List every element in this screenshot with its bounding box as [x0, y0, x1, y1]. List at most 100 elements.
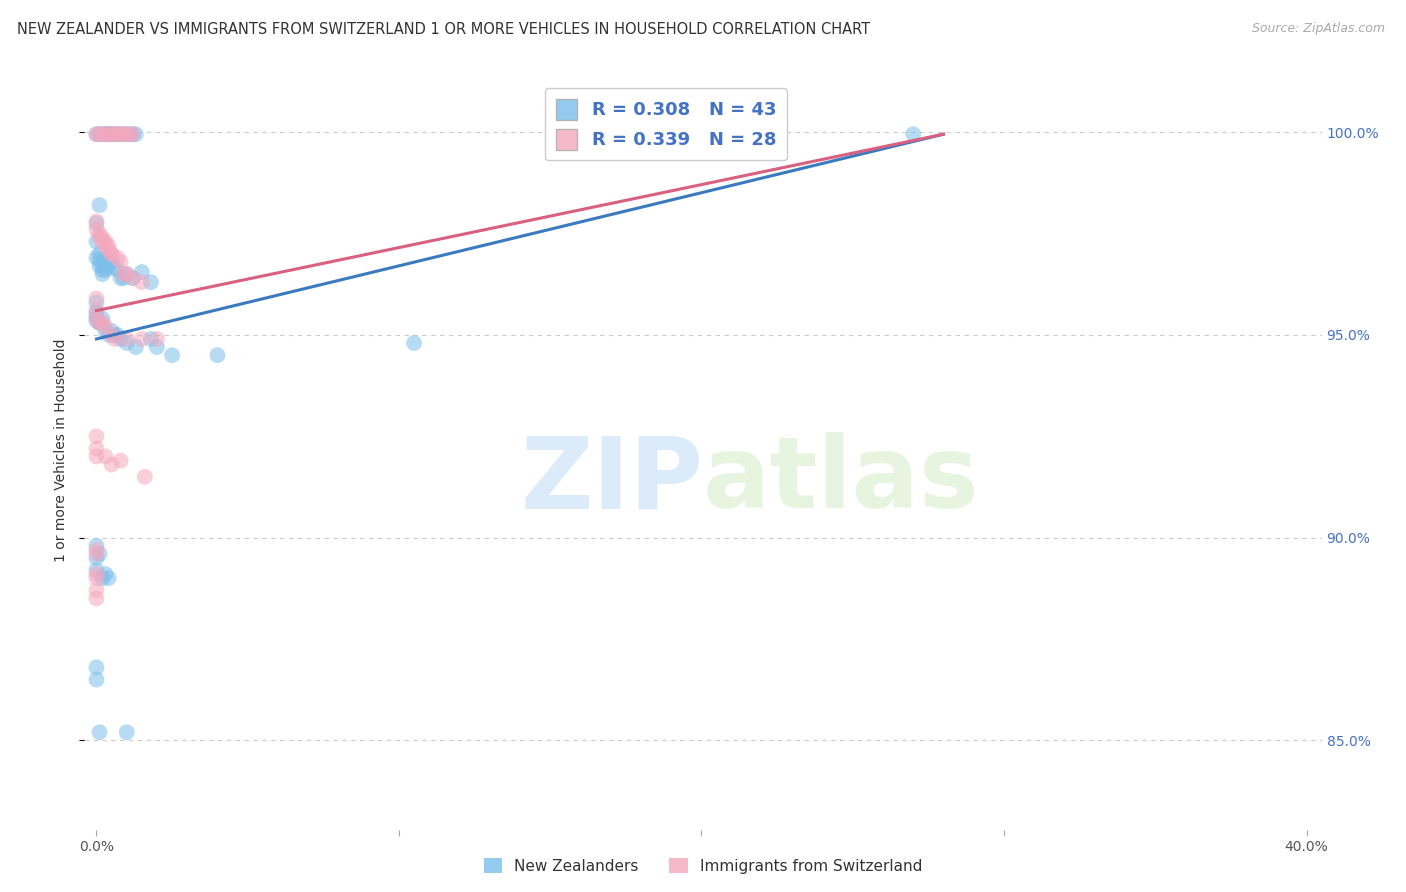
- Point: [86, 292, 108, 306]
- Point: [94, 255, 117, 269]
- Point: [146, 340, 169, 354]
- Point: [125, 127, 148, 141]
- Point: [115, 267, 138, 281]
- Text: atlas: atlas: [703, 433, 980, 529]
- Point: [86, 295, 108, 310]
- Point: [97, 259, 120, 273]
- Point: [94, 567, 117, 582]
- Point: [104, 127, 127, 141]
- Y-axis label: 1 or more Vehicles in Household: 1 or more Vehicles in Household: [55, 339, 69, 562]
- Point: [86, 660, 108, 674]
- Point: [614, 127, 637, 141]
- Text: ZIP: ZIP: [520, 433, 703, 529]
- Point: [110, 127, 132, 141]
- Point: [91, 316, 114, 330]
- Point: [91, 255, 114, 269]
- Point: [86, 583, 108, 598]
- Point: [207, 348, 229, 362]
- Point: [89, 227, 111, 241]
- Point: [104, 260, 127, 275]
- Point: [97, 127, 120, 141]
- Point: [107, 327, 129, 342]
- Point: [91, 235, 114, 249]
- Point: [107, 127, 129, 141]
- Point: [146, 332, 169, 346]
- Point: [86, 235, 108, 249]
- Point: [89, 725, 111, 739]
- Point: [89, 316, 111, 330]
- Point: [404, 336, 426, 351]
- Point: [86, 214, 108, 228]
- Point: [100, 127, 122, 141]
- Legend: R = 0.308   N = 43, R = 0.339   N = 28: R = 0.308 N = 43, R = 0.339 N = 28: [544, 88, 787, 161]
- Point: [110, 453, 132, 467]
- Point: [89, 316, 111, 330]
- Point: [134, 470, 156, 484]
- Point: [94, 450, 117, 464]
- Point: [86, 127, 108, 141]
- Point: [115, 332, 138, 346]
- Point: [131, 265, 153, 279]
- Point: [100, 324, 122, 338]
- Point: [94, 324, 117, 338]
- Point: [86, 305, 108, 319]
- Point: [91, 267, 114, 281]
- Point: [94, 235, 117, 249]
- Point: [100, 327, 122, 342]
- Point: [118, 127, 141, 141]
- Point: [94, 127, 117, 141]
- Point: [91, 230, 114, 244]
- Legend: New Zealanders, Immigrants from Switzerland: New Zealanders, Immigrants from Switzerl…: [478, 852, 928, 880]
- Point: [112, 267, 135, 281]
- Point: [94, 127, 117, 141]
- Point: [86, 673, 108, 687]
- Point: [86, 547, 108, 561]
- Point: [89, 316, 111, 330]
- Point: [107, 263, 129, 277]
- Point: [89, 252, 111, 267]
- Point: [139, 275, 162, 289]
- Point: [89, 259, 111, 273]
- Point: [94, 238, 117, 252]
- Point: [86, 571, 108, 585]
- Point: [115, 336, 138, 351]
- Point: [86, 542, 108, 557]
- Point: [110, 127, 132, 141]
- Point: [100, 247, 122, 261]
- Point: [91, 263, 114, 277]
- Point: [121, 127, 143, 141]
- Point: [97, 571, 120, 585]
- Point: [86, 429, 108, 443]
- Point: [121, 127, 143, 141]
- Point: [86, 251, 108, 265]
- Point: [86, 563, 108, 577]
- Point: [86, 450, 108, 464]
- Point: [94, 127, 117, 141]
- Point: [89, 547, 111, 561]
- Point: [89, 230, 111, 244]
- Point: [89, 127, 111, 141]
- Point: [110, 271, 132, 285]
- Point: [86, 314, 108, 328]
- Point: [121, 271, 143, 285]
- Point: [94, 319, 117, 334]
- Point: [97, 243, 120, 257]
- Point: [94, 251, 117, 265]
- Point: [100, 255, 122, 269]
- Point: [86, 127, 108, 141]
- Point: [86, 310, 108, 324]
- Point: [97, 327, 120, 342]
- Point: [115, 725, 138, 739]
- Point: [903, 127, 925, 141]
- Point: [89, 247, 111, 261]
- Point: [91, 259, 114, 273]
- Point: [86, 550, 108, 565]
- Point: [121, 271, 143, 285]
- Point: [86, 311, 108, 326]
- Point: [112, 127, 135, 141]
- Point: [91, 127, 114, 141]
- Point: [107, 127, 129, 141]
- Point: [100, 458, 122, 472]
- Point: [86, 591, 108, 606]
- Point: [160, 348, 183, 362]
